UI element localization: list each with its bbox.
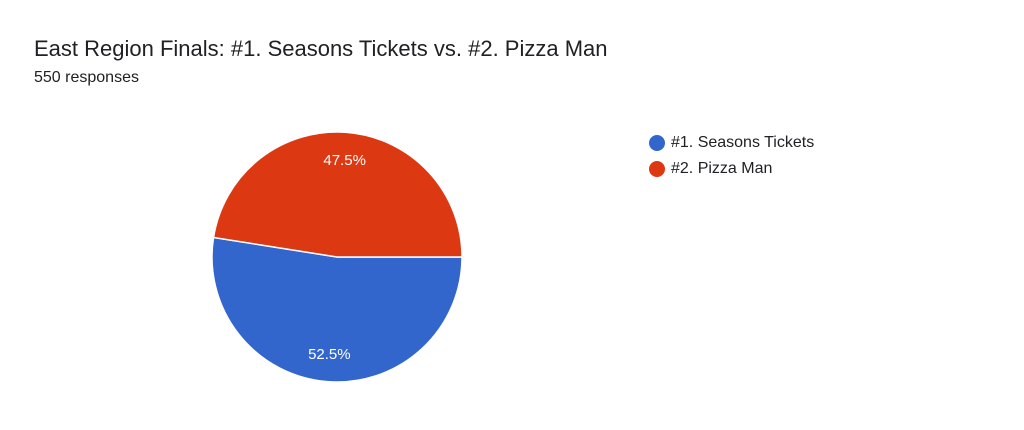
legend-item-pizza-man[interactable]: #2. Pizza Man [649, 156, 814, 182]
chart-title: East Region Finals: #1. Seasons Tickets … [34, 36, 608, 61]
legend-label: #2. Pizza Man [671, 160, 773, 177]
pie-slice-pizza-man[interactable] [212, 131, 463, 258]
pie-labels: 52.5% 47.5% [308, 152, 366, 363]
legend: #1. Seasons Tickets #2. Pizza Man [649, 130, 814, 182]
legend-item-seasons-tickets[interactable]: #1. Seasons Tickets [649, 130, 814, 156]
response-count: 550 responses [34, 69, 139, 86]
legend-swatch-seasons-tickets [649, 135, 665, 151]
pie-slices [211, 131, 463, 383]
legend-swatch-pizza-man [649, 161, 665, 177]
legend-label: #1. Seasons Tickets [671, 134, 815, 151]
pie-slice-seasons-tickets[interactable] [211, 236, 463, 383]
pie-data-label: 52.5% [308, 346, 351, 363]
pie-data-label: 47.5% [323, 152, 366, 169]
